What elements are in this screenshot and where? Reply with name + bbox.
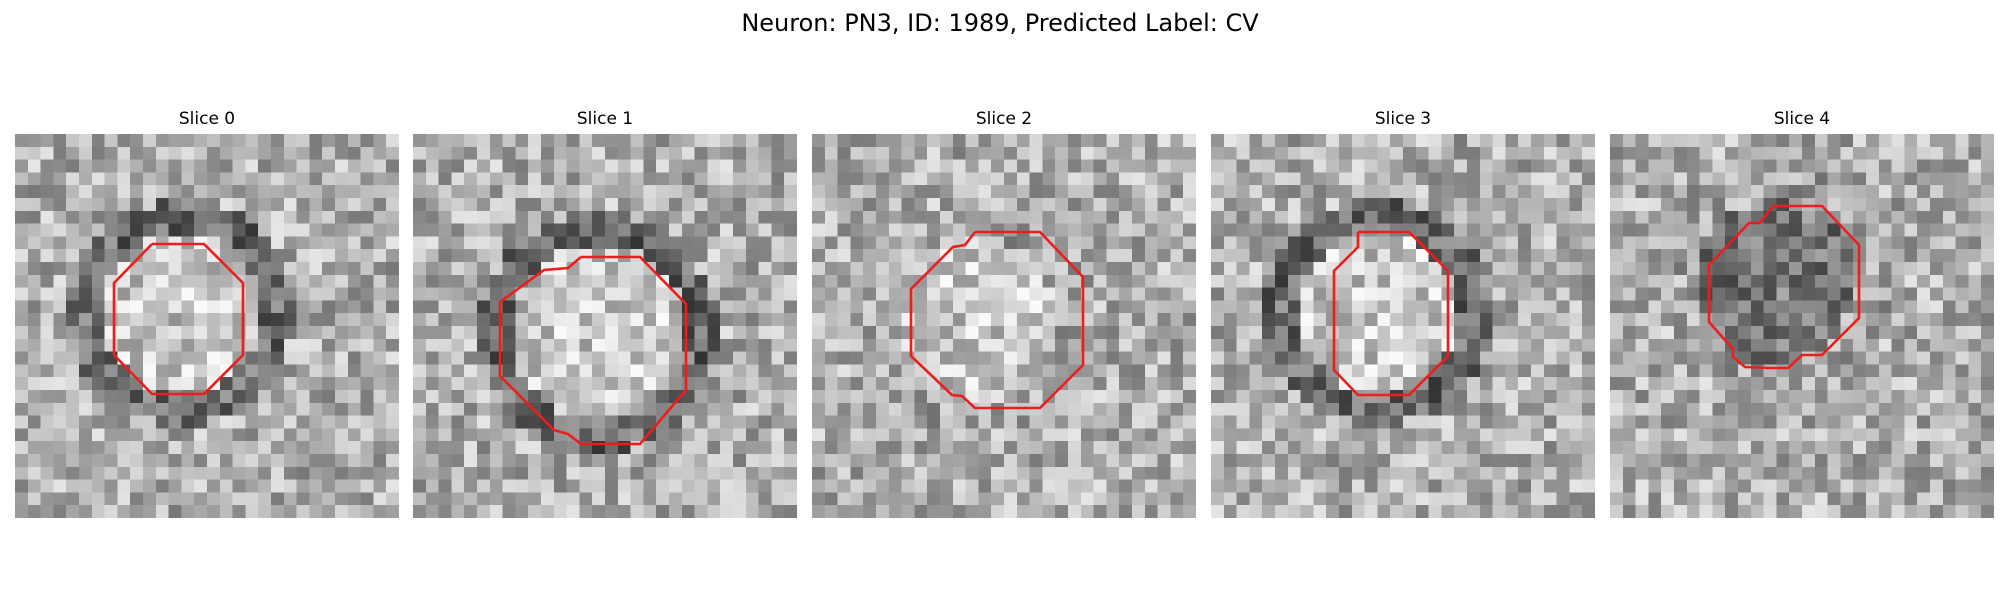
slice-title-2: Slice 2 bbox=[975, 109, 1033, 129]
slice-panel-4: Slice 4 bbox=[1610, 107, 1994, 522]
cell-contour-1 bbox=[498, 255, 688, 446]
figure-title: Neuron: PN3, ID: 1989, Predicted Label: … bbox=[741, 9, 1259, 37]
contour-overlay-2 bbox=[909, 230, 1085, 410]
slice-image-4 bbox=[1610, 134, 1994, 518]
slice-image-3 bbox=[1211, 134, 1595, 518]
slice-panel-2: Slice 2 bbox=[812, 107, 1196, 522]
slice-title-0: Slice 0 bbox=[178, 109, 236, 129]
contour-overlay-0 bbox=[112, 242, 245, 396]
slice-title-4: Slice 4 bbox=[1773, 109, 1831, 129]
cell-contour-4 bbox=[1707, 204, 1861, 370]
slice-image-2 bbox=[812, 134, 1196, 518]
slice-panel-1: Slice 1 bbox=[413, 107, 797, 522]
slice-panel-3: Slice 3 bbox=[1211, 107, 1595, 522]
slice-image-0 bbox=[15, 134, 399, 518]
cell-contour-0 bbox=[112, 242, 245, 396]
slice-title-1: Slice 1 bbox=[576, 109, 634, 129]
contour-overlay-1 bbox=[498, 255, 688, 446]
contour-overlay-4 bbox=[1707, 204, 1861, 370]
slice-panel-0: Slice 0 bbox=[15, 107, 399, 522]
cell-contour-2 bbox=[909, 230, 1085, 410]
contour-overlay-3 bbox=[1332, 230, 1450, 397]
cell-contour-3 bbox=[1332, 230, 1450, 397]
slice-image-1 bbox=[413, 134, 797, 518]
slice-title-3: Slice 3 bbox=[1374, 109, 1432, 129]
